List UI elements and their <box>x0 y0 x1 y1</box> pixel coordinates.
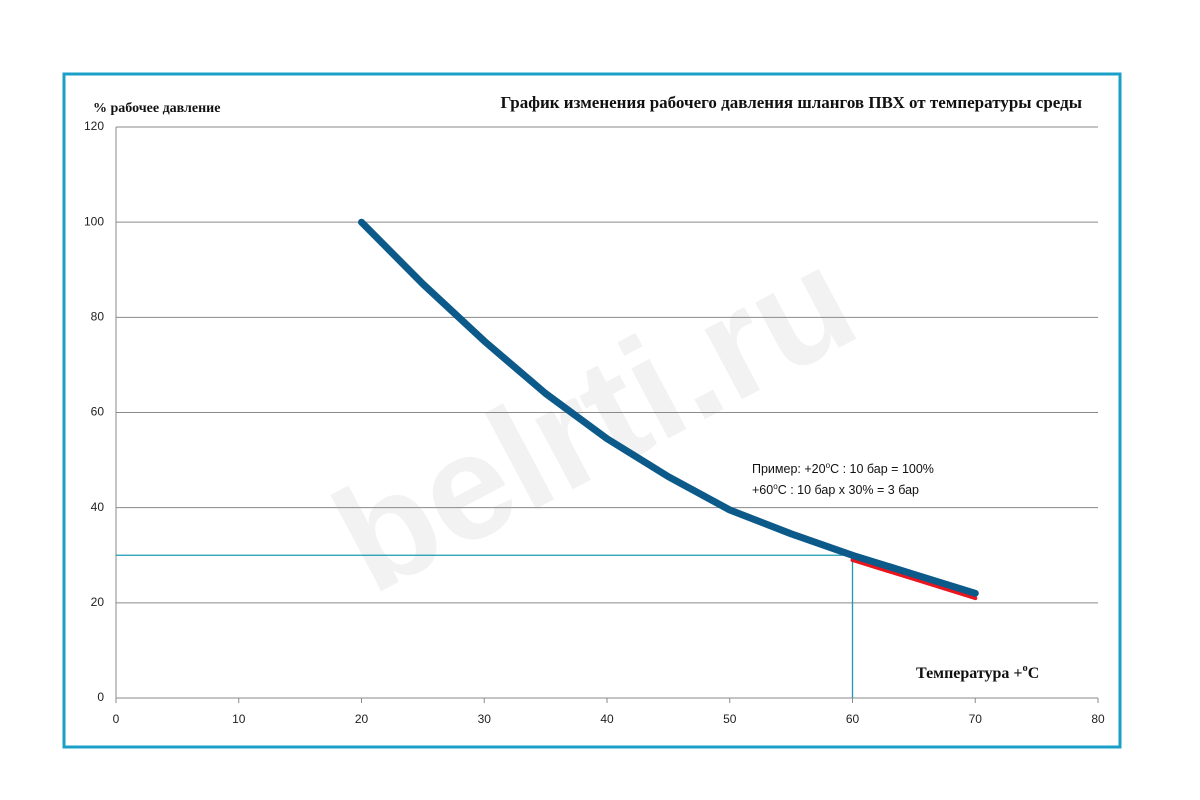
x-axis-label-part: Температура + <box>916 665 1023 682</box>
x-axis-label: Температура +oC <box>916 663 1039 682</box>
annotation-part: o <box>826 461 831 470</box>
annotation: +60oC : 10 бар х 30% = 3 бар <box>752 482 919 498</box>
x-tick-label: 0 <box>113 712 120 726</box>
y-tick-label: 120 <box>84 119 104 133</box>
annotation-part: C : 10 бар х 30% = 3 бар <box>778 483 919 497</box>
y-axis-label: % рабочее давление <box>93 101 220 116</box>
x-tick-label: 30 <box>478 712 492 726</box>
annotation-part: +60 <box>752 483 773 497</box>
x-tick-label: 60 <box>846 712 860 726</box>
y-tick-label: 60 <box>91 405 105 419</box>
annotation: Пример: +20oC : 10 бар = 100% <box>752 461 934 477</box>
line-series <box>358 218 979 597</box>
x-tick-label: 20 <box>355 712 369 726</box>
annotation-part: C : 10 бар = 100% <box>830 462 934 476</box>
x-tick-label: 40 <box>600 712 614 726</box>
y-tick-label: 0 <box>97 690 104 704</box>
x-axis-label-part: o <box>1023 663 1028 674</box>
y-tick-label: 40 <box>91 500 105 514</box>
x-tick-label: 10 <box>232 712 246 726</box>
x-tick-label: 70 <box>969 712 983 726</box>
x-tick-label: 80 <box>1091 712 1105 726</box>
line-series <box>850 558 978 601</box>
watermark: belrti.ru <box>308 214 880 624</box>
chart-title: График изменения рабочего давления шланг… <box>501 93 1083 112</box>
x-axis-label-part: C <box>1028 665 1040 682</box>
frame <box>62 72 1122 749</box>
x-tick-label: 50 <box>723 712 737 726</box>
y-tick-label: 80 <box>91 310 105 324</box>
annotation-part: Пример: +20 <box>752 462 826 476</box>
y-tick-label: 100 <box>84 214 104 228</box>
y-tick-label: 20 <box>91 595 105 609</box>
annotation-part: o <box>773 482 778 491</box>
